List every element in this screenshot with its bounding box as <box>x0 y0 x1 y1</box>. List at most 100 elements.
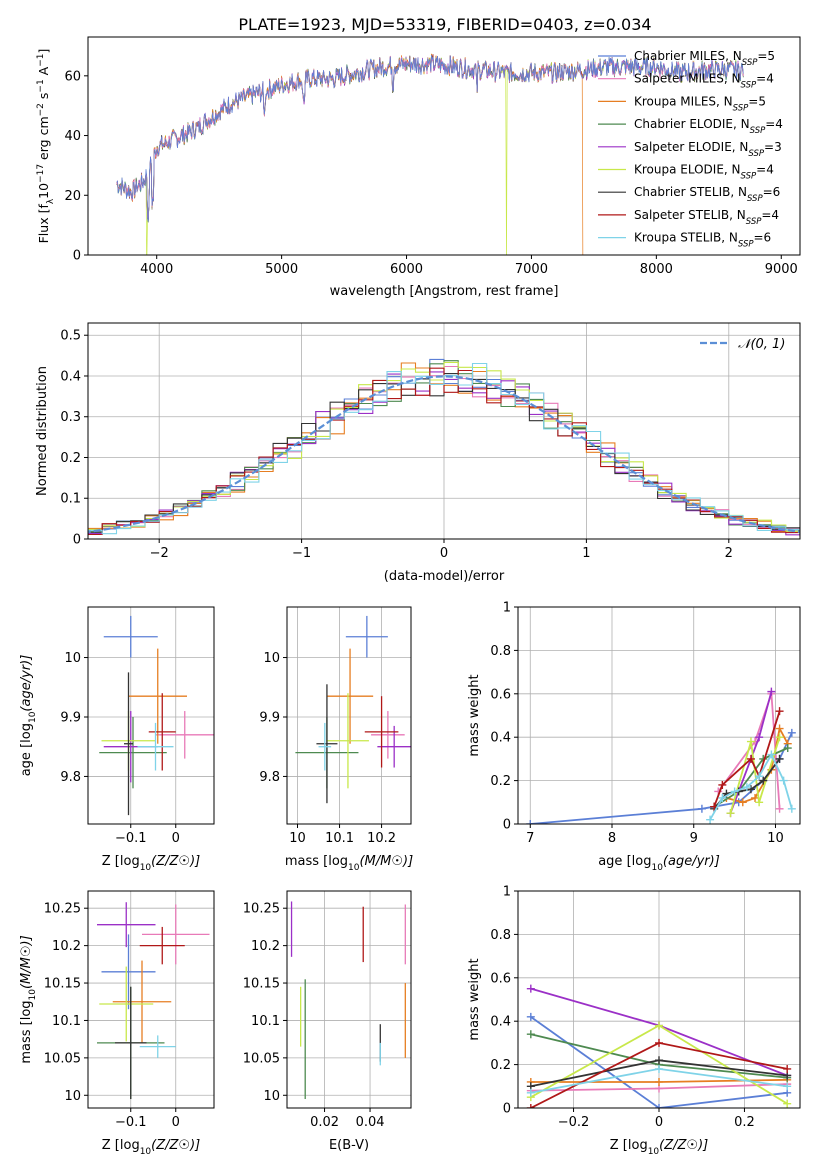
weight-marker <box>526 1012 535 1021</box>
weight-marker <box>746 785 755 794</box>
weight-marker <box>759 776 768 785</box>
weight-marker <box>746 754 755 763</box>
y-tick-label: 10 <box>64 1089 81 1104</box>
legend-label-main: Salpeter STELIB, N <box>634 208 746 222</box>
y-tick-label: 0.4 <box>490 1015 511 1030</box>
y-tick-label: 20 <box>64 189 81 204</box>
y-tick-label: 10.1 <box>251 1014 280 1029</box>
y-tick-label: 1 <box>503 885 511 900</box>
y-axis-label-sub: 10 <box>28 711 38 723</box>
y-axis-label: mass [log10(M/M☉)] <box>19 935 38 1063</box>
mass-weight-vs-Z-panel: −0.2 0 0.2 0 0.2 0.4 0.6 0.8 1 Z [log10(Z/Z☉)] mas… <box>467 885 801 1157</box>
x-tick-label: 0 <box>172 1115 180 1130</box>
weight-marker <box>783 1064 792 1073</box>
weight-marker <box>526 984 535 993</box>
y-tick-label: 1 <box>503 601 511 616</box>
y-axis-label-part: −1 <box>36 54 46 67</box>
x-tick-label: 10.1 <box>325 831 354 846</box>
x-tick-label: 9 <box>690 831 698 846</box>
legend-label-sub: SSP <box>741 81 757 91</box>
x-axis-label-sub: 10 <box>651 863 663 873</box>
x-tick-label: 2 <box>725 546 733 561</box>
y-axis-label: Normed distribution <box>35 366 50 496</box>
mass-vs-ebv-panel: 0.02 0.04 10 10.05 10.1 10.15 10.2 10.25 E(B-V) <box>243 890 412 1153</box>
weight-marker <box>767 750 776 759</box>
weight-marker <box>755 733 764 742</box>
legend-label-suffix: =4 <box>756 72 774 86</box>
legend-label-sub: SSP <box>747 194 763 204</box>
y-axis-label-part: ] <box>36 49 51 54</box>
mass-weight-vs-age-plot-area <box>526 687 796 824</box>
y-tick-label: 9.9 <box>259 710 280 725</box>
weight-marker <box>718 780 727 789</box>
legend-label: Kroupa MILES, NSSP=5 <box>634 94 766 113</box>
x-axis-label-inner: (Z/Z☉)] <box>151 854 200 869</box>
x-tick-label: −2 <box>150 546 169 561</box>
mass-weight-vs-Z-plot-area <box>526 984 792 1108</box>
y-axis-label-part: −2 <box>36 103 46 116</box>
y-tick-label: 0.6 <box>490 687 511 702</box>
y-axis-label-part: erg cm <box>36 116 51 164</box>
legend-label-main: Chabrier ELODIE, N <box>634 117 750 131</box>
weight-marker <box>655 1104 663 1108</box>
y-axis-label: mass weight <box>467 674 482 756</box>
weight-marker <box>706 815 715 824</box>
y-tick-label: 0 <box>503 1102 511 1117</box>
y-axis-label-part: s <box>36 93 51 104</box>
x-tick-label: 5000 <box>265 262 298 277</box>
y-tick-label: 0.8 <box>490 644 511 659</box>
weight-marker <box>775 754 784 763</box>
legend-label-suffix: =3 <box>764 140 782 154</box>
weight-line <box>709 752 793 821</box>
legend-label-main: Chabrier MILES, N <box>634 49 742 63</box>
weight-marker <box>746 737 755 746</box>
weight-marker <box>775 733 784 742</box>
y-tick-label: 9.9 <box>60 710 81 725</box>
x-tick-label: −0.2 <box>558 1115 590 1130</box>
legend-label-sub: SSP <box>741 172 757 182</box>
weight-marker <box>775 804 784 813</box>
x-tick-label: −1 <box>292 546 311 561</box>
y-tick-label: 0.3 <box>60 410 81 425</box>
x-axis-label: wavelength [Angstrom, rest frame] <box>330 284 559 299</box>
y-tick-label: 10.05 <box>243 1051 280 1066</box>
y-axis-label-part: 10 <box>36 183 51 199</box>
y-tick-label: 10.15 <box>243 977 280 992</box>
y-axis-label-text: age [log <box>19 723 34 776</box>
y-tick-label: 0.4 <box>490 731 511 746</box>
x-tick-label: −0.1 <box>115 831 147 846</box>
x-tick-label: 10.2 <box>367 831 396 846</box>
y-axis-label-text: mass [log <box>19 1000 34 1063</box>
y-axis-label: Flux [fλ10−17 erg cm−2 s−1 A−1] <box>36 49 56 244</box>
y-tick-label: 9.8 <box>60 770 81 785</box>
mass-weight-vs-age-frame <box>517 606 801 825</box>
y-tick-label: 0.6 <box>490 971 511 986</box>
x-tick-label: 0.02 <box>310 1115 339 1130</box>
weight-line <box>530 1016 788 1108</box>
legend-label-main: Salpeter MILES, N <box>634 72 741 86</box>
y-axis-label: age [log10(age/yr)] <box>19 655 38 777</box>
weight-line <box>729 736 781 814</box>
y-tick-label: 60 <box>64 69 81 84</box>
legend-label-main: Chabrier STELIB, N <box>634 185 747 199</box>
x-axis-label: age [log10(age/yr)] <box>598 854 720 873</box>
legend-label-suffix: =4 <box>765 117 783 131</box>
y-axis-label: mass weight <box>467 958 482 1040</box>
weight-marker <box>697 804 706 813</box>
x-axis-label: Z [log10(Z/Z☉)] <box>102 854 200 873</box>
x-axis-label-inner: (Z/Z☉)] <box>151 1138 200 1153</box>
weight-marker <box>775 724 784 733</box>
legend-label-main: Salpeter ELODIE, N <box>634 140 748 154</box>
y-tick-label: 0 <box>73 533 81 548</box>
legend-label: Salpeter STELIB, NSSP=4 <box>634 208 779 227</box>
y-tick-label: 10.25 <box>243 902 280 917</box>
x-axis-label: mass [log10(M/M☉)] <box>285 854 413 873</box>
x-axis-label-inner: (age/yr)] <box>663 854 720 869</box>
y-axis-label-part: λ <box>46 198 56 204</box>
x-tick-label: 0.04 <box>356 1115 385 1130</box>
x-axis-label-sub: 10 <box>140 1147 152 1157</box>
legend-label: Chabrier ELODIE, NSSP=4 <box>634 117 783 136</box>
legend-label-sub: SSP <box>748 149 764 159</box>
